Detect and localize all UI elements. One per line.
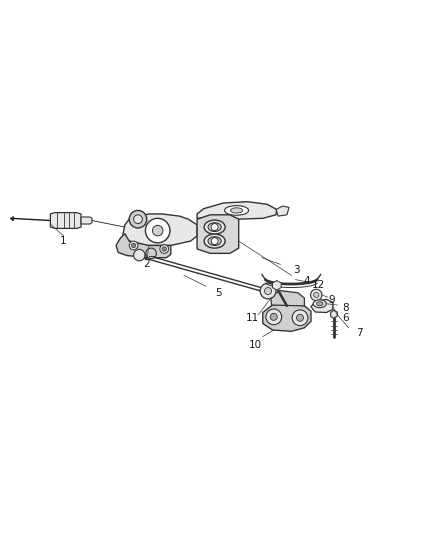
Circle shape [292,310,308,326]
Polygon shape [271,290,304,306]
Circle shape [211,238,218,245]
Circle shape [265,287,272,295]
Circle shape [314,292,319,297]
Circle shape [146,248,156,259]
Circle shape [131,243,136,248]
Circle shape [211,223,218,231]
Circle shape [129,211,147,228]
Text: 1: 1 [60,236,67,246]
Ellipse shape [204,234,225,248]
Ellipse shape [208,237,221,246]
Circle shape [311,289,322,301]
Polygon shape [116,233,171,258]
Text: 9: 9 [328,295,336,305]
Polygon shape [263,304,311,332]
Polygon shape [197,201,277,219]
Polygon shape [123,214,197,246]
Text: 6: 6 [342,313,349,323]
Text: 8: 8 [343,303,350,313]
Ellipse shape [230,208,243,213]
Circle shape [145,219,170,243]
Circle shape [129,241,138,250]
Ellipse shape [204,220,225,234]
Polygon shape [81,217,92,224]
Ellipse shape [316,302,323,306]
Text: 4: 4 [303,276,310,286]
Polygon shape [197,215,239,253]
Text: 12: 12 [312,280,325,290]
Circle shape [266,309,282,325]
Polygon shape [311,300,333,312]
Text: 5: 5 [215,288,223,298]
Text: 10: 10 [248,341,261,350]
Text: 11: 11 [246,313,259,323]
Circle shape [134,215,142,223]
Circle shape [270,313,277,320]
Polygon shape [272,280,281,290]
Circle shape [297,314,304,321]
Ellipse shape [313,300,326,308]
Circle shape [160,245,169,253]
Circle shape [152,225,163,236]
Circle shape [162,247,166,251]
Ellipse shape [225,206,249,215]
Circle shape [134,249,145,261]
Text: 2: 2 [143,260,150,269]
Text: 3: 3 [293,265,300,275]
Circle shape [260,283,276,299]
Polygon shape [50,213,81,229]
Polygon shape [276,206,289,216]
Polygon shape [331,310,337,318]
Ellipse shape [208,223,221,231]
Text: 7: 7 [356,328,363,338]
